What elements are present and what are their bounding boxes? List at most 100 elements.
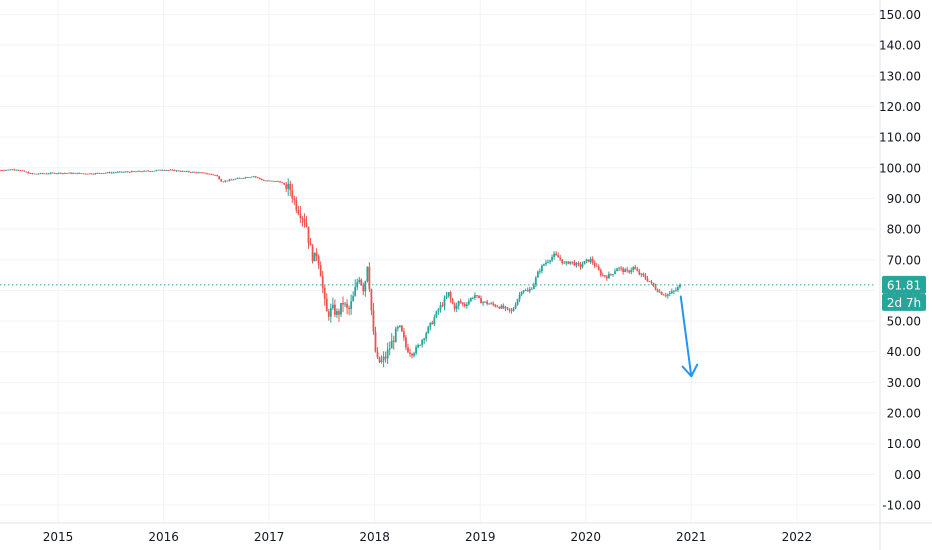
candle-body — [427, 326, 430, 334]
candle-body — [260, 178, 263, 181]
candle — [474, 292, 476, 301]
arrow-shaft[interactable] — [679, 295, 693, 378]
candle — [465, 302, 468, 309]
candle-body — [536, 271, 539, 278]
candle-body — [648, 281, 651, 282]
candle-body — [325, 298, 328, 312]
candle — [23, 170, 26, 172]
candle-body — [370, 289, 373, 311]
candle — [86, 173, 89, 175]
grid-lines — [0, 0, 876, 523]
candle-body — [545, 262, 547, 265]
candle — [358, 276, 361, 284]
candle-body — [202, 172, 204, 174]
candle — [677, 285, 679, 293]
candle-body — [80, 173, 83, 174]
candle — [102, 173, 105, 174]
candle-body — [597, 266, 600, 271]
candle-body — [354, 287, 357, 296]
candle-body — [626, 269, 629, 271]
candle — [68, 172, 70, 174]
candle — [228, 178, 231, 182]
candle — [350, 294, 353, 315]
candle — [131, 170, 133, 173]
candle-body — [289, 183, 292, 191]
candle-body — [133, 171, 135, 172]
candle — [346, 299, 348, 315]
candle-body — [457, 301, 460, 306]
candles[interactable] — [0, 168, 681, 368]
candle-body — [441, 305, 444, 307]
time-tick-label: 2018 — [359, 530, 390, 544]
candle-body — [372, 310, 375, 332]
candle-body — [5, 169, 7, 171]
candle — [482, 301, 484, 306]
candle — [74, 172, 76, 174]
price-tick-label: 10.00 — [887, 437, 921, 451]
candle-body — [305, 222, 308, 227]
candle — [151, 170, 154, 172]
candle-body — [492, 303, 495, 305]
candle — [325, 293, 328, 312]
candle-body — [378, 357, 381, 363]
candle — [35, 173, 38, 175]
price-tick-label: 40.00 — [887, 345, 921, 359]
candle — [366, 266, 369, 283]
candle-body — [131, 171, 133, 173]
candle — [264, 180, 267, 182]
candle-body — [53, 172, 56, 174]
candle-body — [652, 282, 655, 287]
candle-body — [106, 172, 109, 174]
candle-body — [461, 302, 464, 305]
candle-body — [214, 174, 217, 176]
candle — [441, 302, 444, 308]
candle — [382, 351, 385, 368]
candle-body — [603, 275, 606, 277]
candle — [116, 171, 119, 173]
candle — [323, 285, 326, 306]
candle-body — [141, 171, 143, 173]
candle-body — [137, 170, 139, 172]
candle-body — [94, 173, 97, 174]
candle — [417, 343, 420, 349]
candle — [506, 306, 509, 311]
candle — [463, 302, 466, 308]
arrow-head[interactable] — [681, 363, 699, 378]
candle — [169, 168, 172, 171]
candle — [258, 177, 261, 180]
candle — [512, 307, 515, 312]
candle — [522, 290, 525, 294]
candle — [496, 304, 499, 308]
arrow-drawing[interactable] — [679, 295, 699, 378]
candle-body — [474, 295, 476, 298]
candle — [279, 180, 281, 183]
candle-body — [581, 264, 584, 267]
candle-body — [612, 274, 614, 275]
candle-body — [579, 263, 582, 267]
candle — [62, 173, 64, 175]
candle-body — [605, 276, 608, 279]
candle-body — [528, 289, 531, 292]
candle — [478, 295, 480, 299]
candle — [652, 282, 655, 287]
candle — [311, 244, 314, 264]
candle-body — [269, 180, 271, 182]
candle — [492, 301, 495, 307]
candle-body — [429, 322, 432, 327]
candle — [80, 173, 83, 174]
candle — [656, 288, 659, 293]
candle-body — [19, 170, 22, 172]
candle-body — [459, 301, 462, 303]
candle — [445, 291, 448, 299]
candle — [646, 275, 649, 282]
candle-body — [516, 299, 519, 305]
candle — [429, 322, 432, 331]
candle — [41, 172, 44, 175]
candle-body — [206, 173, 208, 175]
candle-body — [64, 173, 66, 174]
candle — [488, 302, 491, 305]
candle — [674, 287, 677, 292]
